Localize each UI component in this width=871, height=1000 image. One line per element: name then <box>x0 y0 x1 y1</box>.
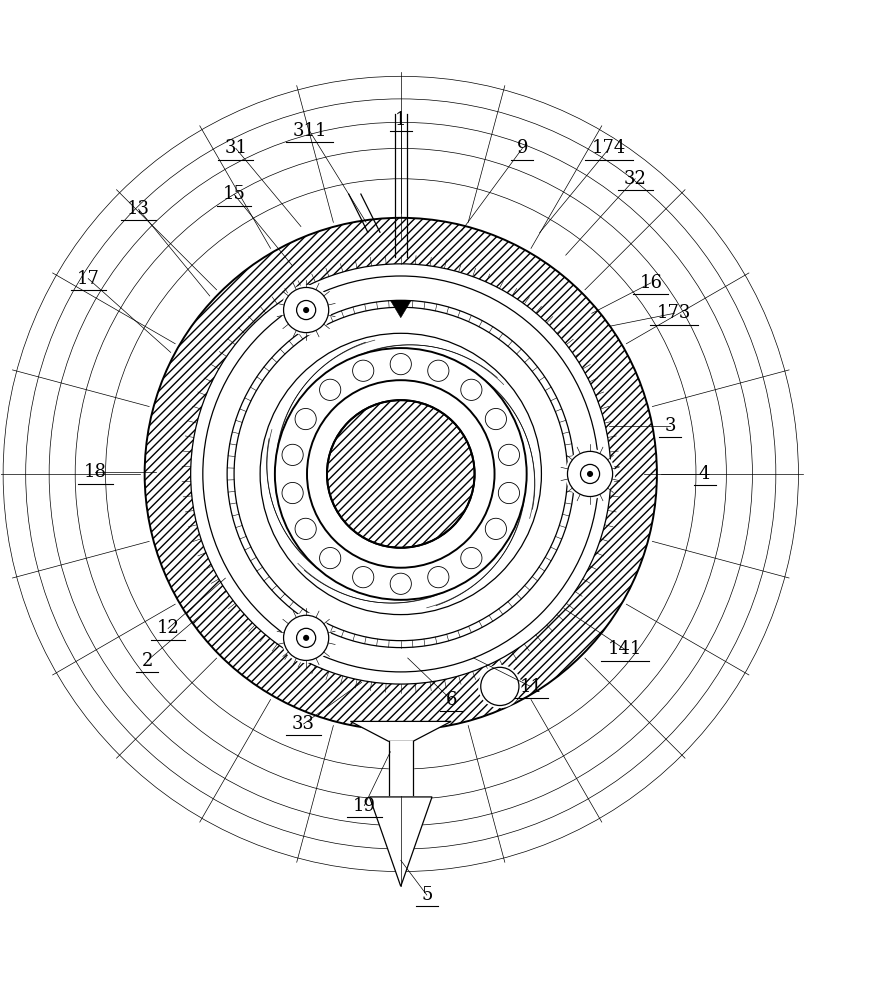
Circle shape <box>320 379 341 400</box>
Circle shape <box>461 547 482 569</box>
Text: 4: 4 <box>699 465 711 483</box>
Circle shape <box>303 307 309 313</box>
Circle shape <box>320 547 341 569</box>
Text: 16: 16 <box>639 274 662 292</box>
Text: 13: 13 <box>127 200 150 218</box>
Text: 311: 311 <box>293 122 327 140</box>
Text: 12: 12 <box>157 619 179 637</box>
Circle shape <box>282 444 303 465</box>
Circle shape <box>275 348 527 600</box>
Circle shape <box>587 471 593 477</box>
Circle shape <box>203 276 598 672</box>
Circle shape <box>485 518 507 539</box>
Circle shape <box>481 667 519 706</box>
Circle shape <box>295 518 316 539</box>
Circle shape <box>227 300 574 648</box>
Circle shape <box>353 360 374 381</box>
Polygon shape <box>369 797 432 886</box>
Text: 11: 11 <box>519 678 543 696</box>
Text: 19: 19 <box>353 797 375 815</box>
Circle shape <box>390 354 411 375</box>
Circle shape <box>260 333 542 615</box>
Text: 18: 18 <box>84 463 106 481</box>
Circle shape <box>568 451 612 497</box>
Text: 17: 17 <box>77 270 99 288</box>
Text: 15: 15 <box>223 185 246 203</box>
Text: 31: 31 <box>225 139 247 157</box>
Circle shape <box>284 615 328 660</box>
Circle shape <box>282 482 303 504</box>
Polygon shape <box>390 300 411 318</box>
Circle shape <box>485 408 507 430</box>
Text: 141: 141 <box>608 640 642 658</box>
Circle shape <box>303 635 309 641</box>
Circle shape <box>478 665 522 708</box>
Circle shape <box>281 613 331 663</box>
Text: 173: 173 <box>657 304 692 322</box>
Circle shape <box>461 379 482 400</box>
Polygon shape <box>350 721 451 741</box>
Circle shape <box>307 380 495 568</box>
Circle shape <box>284 287 328 333</box>
Polygon shape <box>388 741 413 795</box>
Text: 9: 9 <box>517 139 528 157</box>
Circle shape <box>565 449 615 499</box>
Circle shape <box>297 628 315 647</box>
Text: 2: 2 <box>142 652 153 670</box>
Text: 174: 174 <box>592 139 626 157</box>
Text: 3: 3 <box>665 417 676 435</box>
Circle shape <box>498 444 519 465</box>
Text: 6: 6 <box>445 691 457 709</box>
Circle shape <box>498 482 519 504</box>
Circle shape <box>390 573 411 594</box>
Circle shape <box>145 218 657 730</box>
Text: 32: 32 <box>624 170 646 188</box>
Circle shape <box>580 464 599 484</box>
Text: 33: 33 <box>292 715 315 733</box>
Circle shape <box>428 360 449 381</box>
Text: 1: 1 <box>395 111 407 129</box>
Circle shape <box>191 264 611 684</box>
Circle shape <box>295 408 316 430</box>
Circle shape <box>297 300 315 320</box>
Circle shape <box>234 307 568 641</box>
Circle shape <box>428 567 449 588</box>
Circle shape <box>353 567 374 588</box>
Circle shape <box>327 400 475 548</box>
Text: 5: 5 <box>422 886 433 904</box>
Circle shape <box>281 285 331 335</box>
